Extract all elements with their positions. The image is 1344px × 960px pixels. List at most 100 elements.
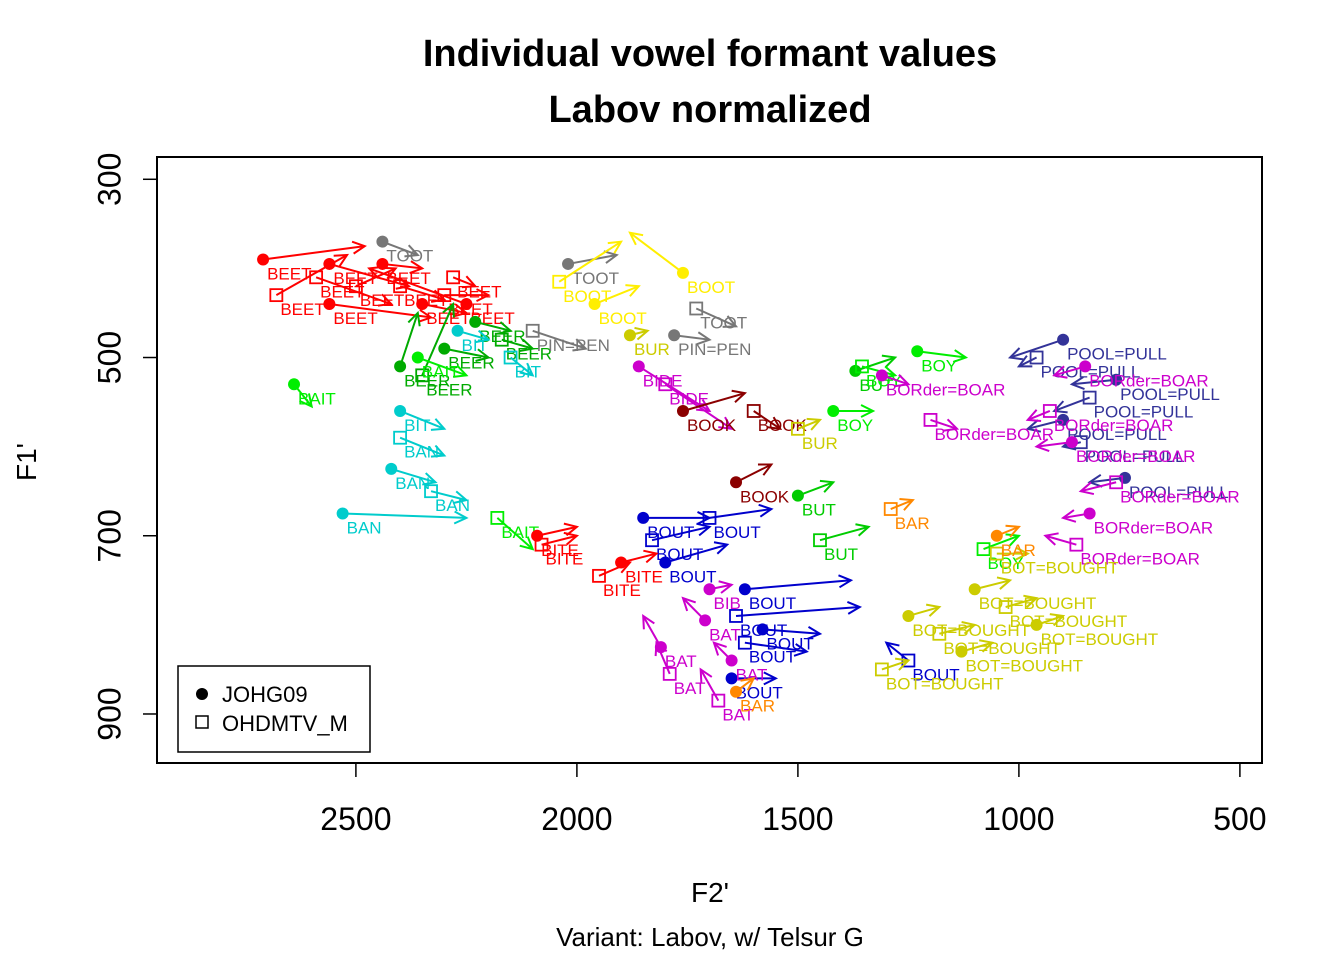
trajectory-bite bbox=[536, 525, 578, 537]
point-bat-ohdmtv bbox=[711, 693, 726, 708]
point-label-bot-bought: BOT=BOUGHT bbox=[912, 621, 1030, 640]
arrowhead-border-boar bbox=[1078, 481, 1095, 496]
point-label-boot: BOOT bbox=[563, 287, 611, 306]
point-label-ban: BAN bbox=[347, 518, 382, 537]
arrowhead-bout bbox=[807, 626, 823, 640]
point-label-bat: BAT bbox=[674, 679, 706, 698]
arrowhead-beer bbox=[475, 348, 491, 362]
arrowhead-bot-bought bbox=[961, 621, 977, 635]
point-label-bot-bought: BOT=BOUGHT bbox=[979, 594, 1097, 613]
trajectory-beet bbox=[315, 276, 392, 305]
arrowhead-but bbox=[881, 354, 898, 368]
point-bout-ohdmtv bbox=[729, 609, 743, 623]
arrowhead-bar bbox=[740, 676, 756, 691]
arrowhead-bout bbox=[793, 643, 809, 657]
trajectory-beet bbox=[329, 262, 410, 288]
arrowhead-bait bbox=[452, 364, 469, 378]
arrowhead-beet bbox=[377, 293, 394, 307]
point-label-ban: BAN bbox=[395, 474, 430, 493]
point-bout-johg09 bbox=[659, 556, 672, 569]
arrowhead-boy bbox=[860, 404, 876, 418]
point-bait-johg09 bbox=[288, 378, 301, 391]
point-label-beer: BEER bbox=[426, 380, 472, 399]
arrowhead-bout bbox=[846, 600, 863, 615]
point-label-bot-bought: BOT=BOUGHT bbox=[1001, 559, 1119, 578]
arrowhead-bot-bought bbox=[1015, 546, 1030, 561]
point-bot-bought-ohdmtv bbox=[932, 626, 947, 641]
point-label-pin-pen: PIN=PEN bbox=[678, 340, 751, 359]
arrowhead-bot-bought bbox=[894, 657, 911, 671]
trajectory-bide bbox=[638, 365, 711, 412]
arrowhead-ban bbox=[453, 510, 469, 525]
trajectory-boot bbox=[558, 240, 622, 283]
trajectory-boot bbox=[629, 231, 684, 274]
x-tick-label: 2000 bbox=[541, 801, 612, 837]
arrowhead-bide bbox=[696, 398, 712, 413]
arrowhead-beer bbox=[442, 301, 455, 318]
arrowhead-bout bbox=[884, 641, 900, 656]
y-axis: 300 500 700 900 bbox=[91, 153, 158, 741]
point-bat-johg09 bbox=[725, 654, 738, 667]
point-beet-johg09 bbox=[257, 253, 270, 266]
point-boot-ohdmtv bbox=[552, 274, 567, 289]
arrowhead-but bbox=[855, 523, 871, 537]
arrowhead-border-boar bbox=[894, 374, 911, 388]
arrowhead-bait bbox=[299, 393, 314, 409]
point-label-beet: BEET bbox=[320, 282, 364, 301]
point-beer-johg09 bbox=[394, 360, 407, 373]
point-border-boar-ohdmtv bbox=[1109, 475, 1124, 490]
point-boy-ohdmtv bbox=[976, 542, 991, 557]
point-label-bout: BOUT bbox=[749, 648, 796, 667]
point-label-bot-bought: BOT=BOUGHT bbox=[886, 674, 1004, 693]
trajectory-ban bbox=[342, 512, 467, 519]
point-bide-ohdmtv bbox=[658, 377, 673, 392]
arrowhead-book bbox=[766, 416, 783, 431]
point-bide-johg09 bbox=[632, 360, 645, 373]
point-beer-johg09 bbox=[469, 315, 482, 328]
point-beet-ohdmtv bbox=[446, 270, 461, 285]
point-ban-ohdmtv bbox=[393, 430, 408, 445]
point-toot-johg09 bbox=[376, 235, 389, 248]
point-boot-johg09 bbox=[676, 266, 689, 279]
point-bait-johg09 bbox=[411, 351, 424, 364]
point-label-bout: BOUT bbox=[714, 523, 761, 542]
point-bar-johg09 bbox=[990, 529, 1003, 542]
point-label-ban: BAN bbox=[404, 443, 439, 462]
point-label-beet: BEET bbox=[426, 309, 470, 328]
arrowhead-ban bbox=[422, 472, 438, 486]
arrowhead-pool-pull bbox=[1025, 419, 1042, 433]
arrowhead-border-boar bbox=[1043, 532, 1059, 546]
arrowhead-bat bbox=[699, 667, 713, 683]
arrowhead-beet bbox=[333, 253, 350, 267]
trajectory-beer bbox=[444, 347, 489, 359]
arrowhead-book bbox=[757, 463, 774, 476]
point-label-border-boar: BORder=BOAR bbox=[1054, 416, 1174, 435]
point-bot-bought-johg09 bbox=[955, 645, 968, 658]
point-bot-bought-ohdmtv bbox=[998, 600, 1013, 614]
point-bout-johg09 bbox=[637, 511, 650, 524]
trajectory-bout bbox=[651, 525, 710, 542]
arrowhead-boot bbox=[628, 231, 644, 246]
point-beet-johg09 bbox=[376, 257, 389, 270]
trajectory-bite bbox=[620, 552, 657, 564]
arrowhead-boot bbox=[607, 240, 623, 254]
arrowhead-border-boar bbox=[1060, 509, 1077, 523]
arrowhead-beet bbox=[461, 275, 478, 289]
arrowhead-bat bbox=[712, 641, 727, 656]
point-label-bait: BAIT bbox=[298, 389, 336, 408]
trajectory-beer bbox=[474, 320, 511, 332]
trajectory-beer bbox=[421, 303, 455, 376]
point-border-boar-johg09 bbox=[875, 369, 888, 382]
point-book-johg09 bbox=[676, 404, 689, 417]
point-label-boot: BOOT bbox=[599, 309, 647, 328]
point-border-boar-johg09 bbox=[1065, 436, 1078, 449]
trajectory-bot-bought bbox=[881, 659, 909, 671]
trajectory-bout bbox=[709, 508, 772, 519]
arrowhead-pin-pen bbox=[696, 331, 712, 346]
trajectory-book bbox=[735, 463, 772, 484]
arrowhead-bot-bought bbox=[979, 639, 995, 653]
point-bout-ohdmtv bbox=[645, 533, 659, 548]
arrowhead-boy bbox=[1005, 533, 1021, 547]
x-axis: 2500 2000 1500 1000 500 bbox=[320, 762, 1267, 837]
